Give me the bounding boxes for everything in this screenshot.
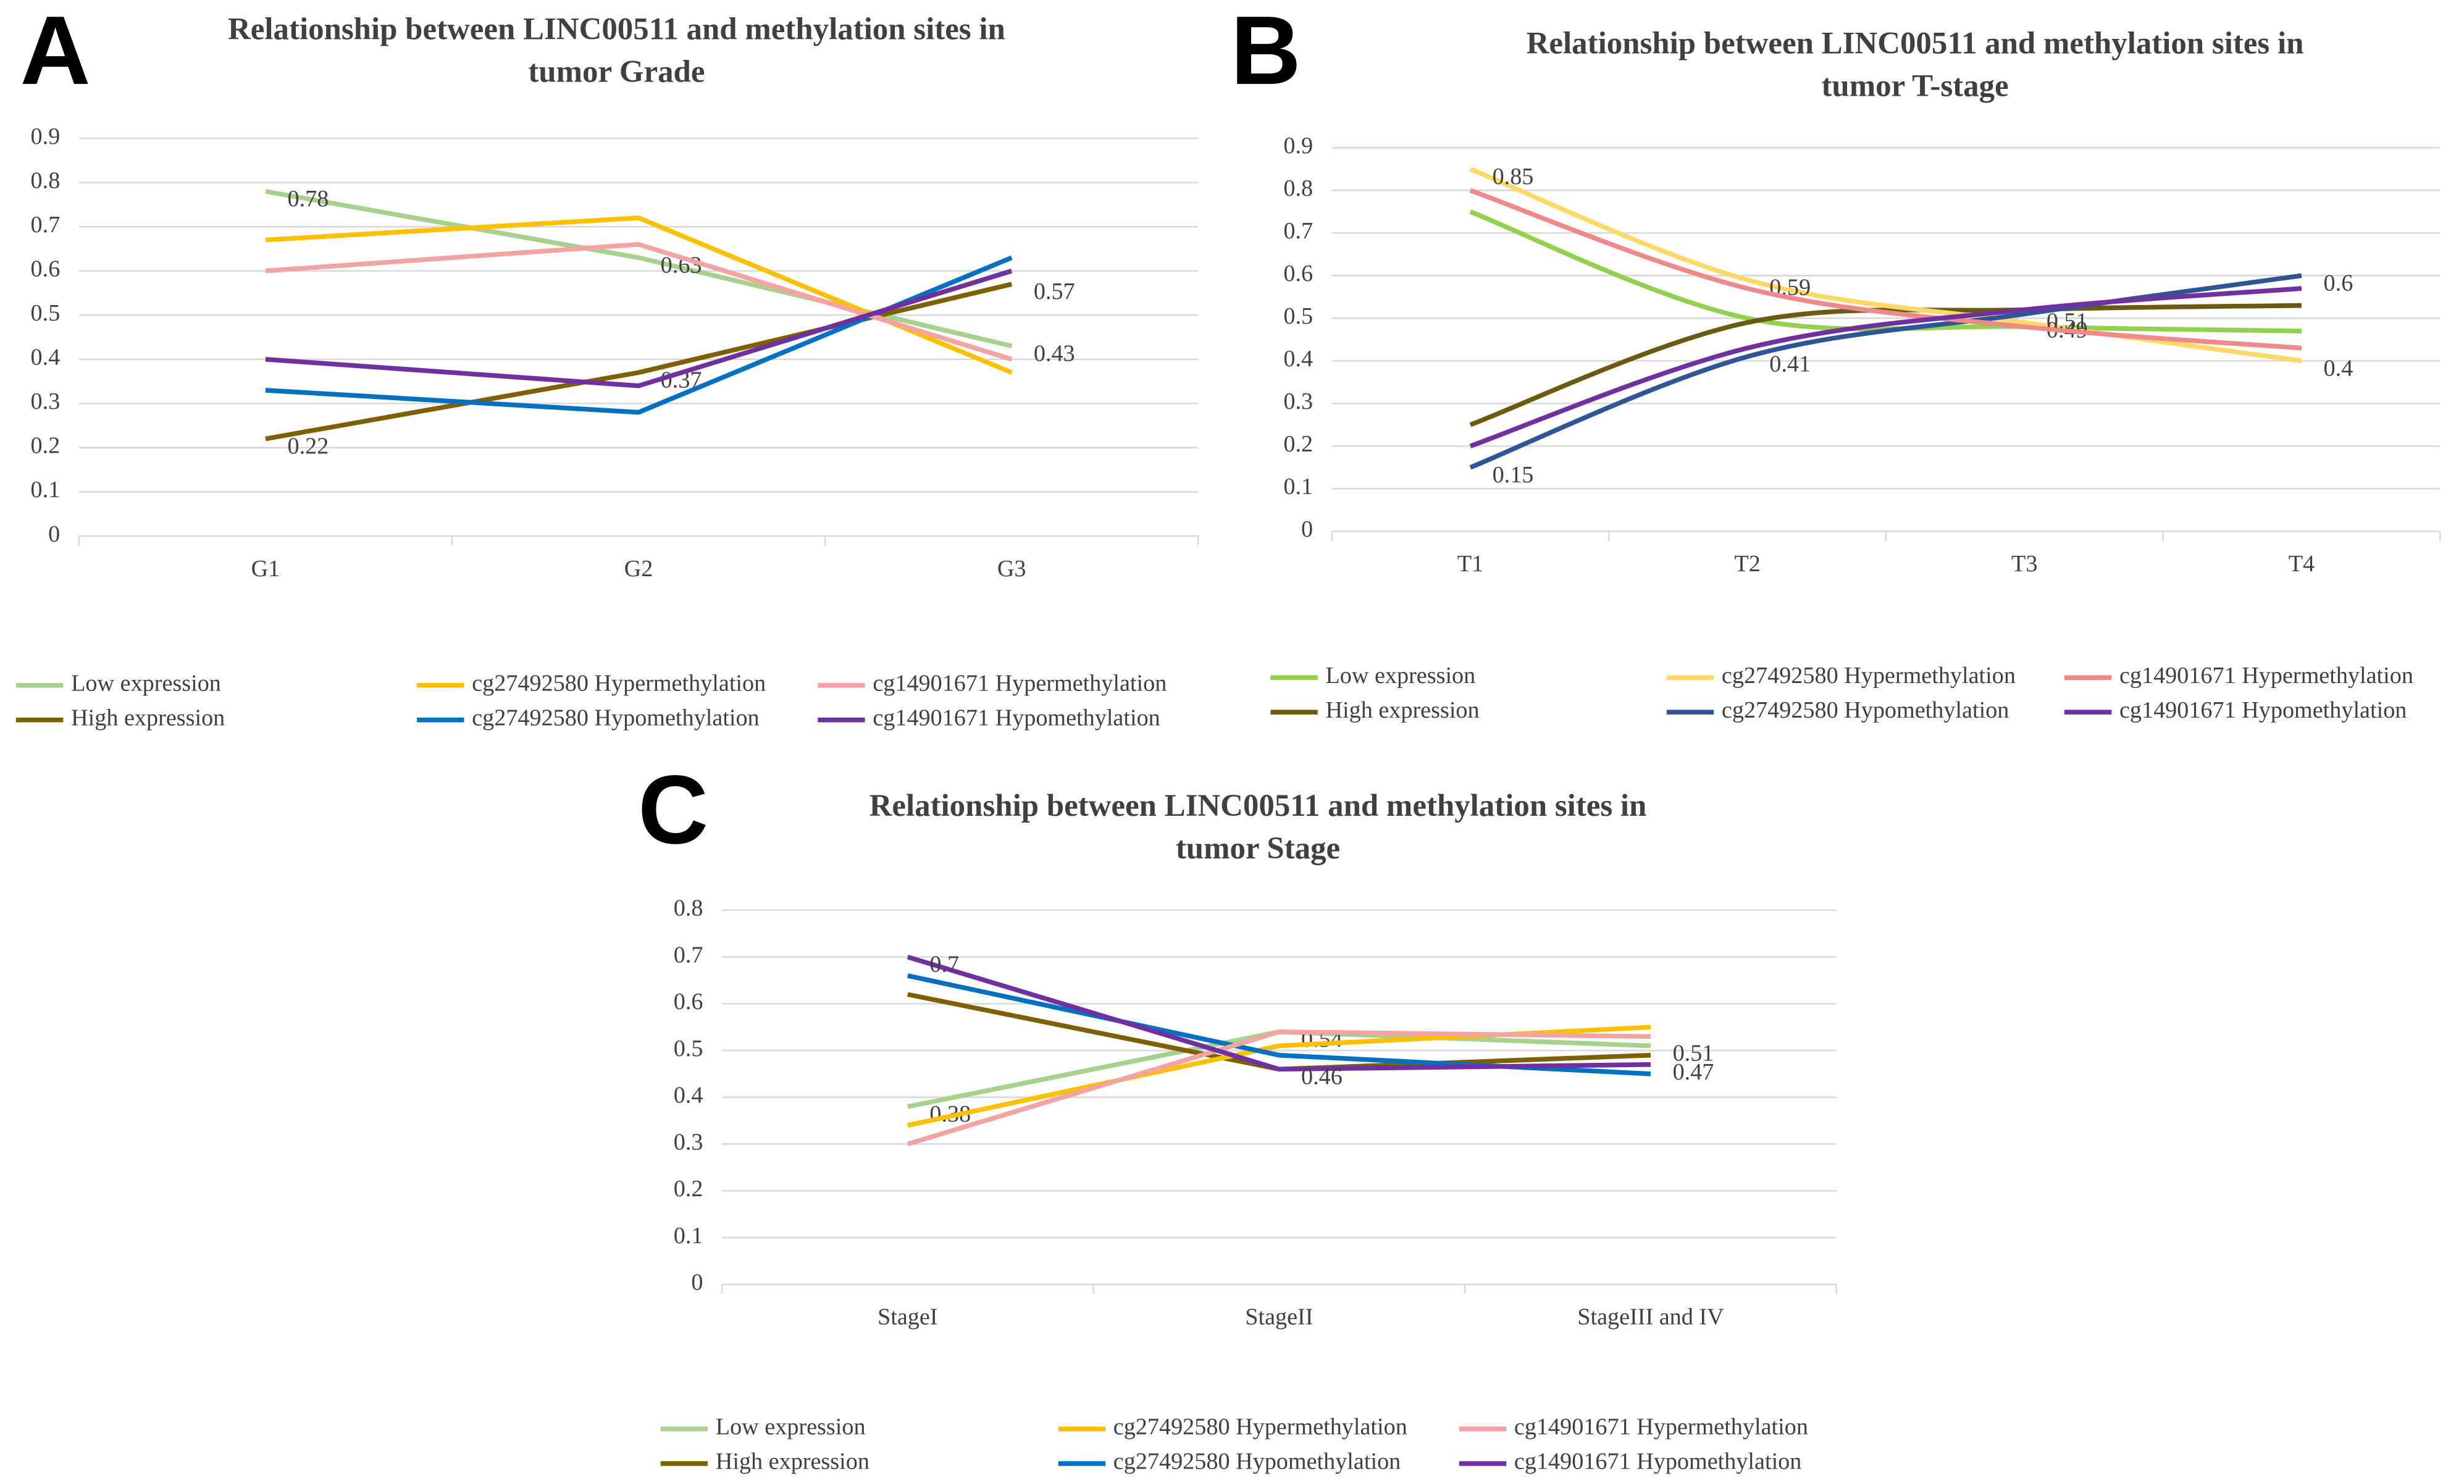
y-tick-label: 0.4 <box>31 345 61 371</box>
data-label: 0.43 <box>1034 340 1075 366</box>
chart-title: Relationship between LINC00511 and methy… <box>228 12 1005 90</box>
data-label: 0.47 <box>1673 1059 1714 1085</box>
y-tick-label: 0.8 <box>31 167 61 193</box>
legend-label: High expression <box>71 705 225 731</box>
data-label: 0.15 <box>1493 462 1534 488</box>
data-label: 0.4 <box>2324 355 2353 381</box>
series-line <box>265 241 1013 362</box>
series-line <box>907 1029 1651 1147</box>
y-tick-label: 0.1 <box>1283 474 1313 500</box>
y-tick-label: 0.4 <box>674 1083 703 1109</box>
data-label: 0.51 <box>1673 1041 1714 1067</box>
legend-label: cg14901671 Hypermethylation <box>873 671 1167 697</box>
panel-letter: B <box>1231 0 1301 105</box>
y-tick-label: 0.7 <box>1283 218 1313 244</box>
x-tick-label: T2 <box>1734 551 1760 577</box>
x-tick-label: G1 <box>251 556 280 582</box>
legend-label: Low expression <box>1325 663 1475 689</box>
legend-label: cg14901671 Hypermethylation <box>2119 663 2413 689</box>
x-tick-label: StageI <box>878 1304 938 1330</box>
legend-label: cg27492580 Hypomethylation <box>1113 1449 1401 1475</box>
x-tick-label: T4 <box>2289 551 2315 577</box>
x-tick-label: G3 <box>997 556 1026 582</box>
y-tick-label: 0.5 <box>31 300 61 326</box>
title-box: Relationship between LINC00511 and methy… <box>228 12 1005 90</box>
legend-label: Low expression <box>716 1414 866 1440</box>
y-tick-label: 0.5 <box>1283 303 1313 329</box>
title-box: Relationship between LINC00511 and methy… <box>869 789 1647 866</box>
legend-label: cg27492580 Hypomethylation <box>1722 697 2009 723</box>
legend-label: High expression <box>1325 697 1479 723</box>
chart-title: Relationship between LINC00511 and methy… <box>1526 27 2304 104</box>
panel-letter: A <box>20 0 91 105</box>
legend-label: cg27492580 Hypomethylation <box>472 705 759 731</box>
legend-label: cg14901671 Hypomethylation <box>873 705 1160 731</box>
x-tick-label: G2 <box>624 556 653 582</box>
y-tick-label: 0.3 <box>674 1129 703 1155</box>
series-line <box>265 269 1013 388</box>
y-tick-label: 0.5 <box>674 1036 703 1062</box>
legend-label: cg27492580 Hypermethylation <box>472 671 766 697</box>
y-tick-label: 0.1 <box>674 1223 703 1249</box>
legend-label: cg14901671 Hypomethylation <box>2119 697 2407 723</box>
series-line <box>265 189 1013 349</box>
legend-label: cg27492580 Hypermethylation <box>1722 663 2016 689</box>
data-label: 0.57 <box>1034 279 1075 304</box>
data-label: 0.7 <box>929 952 959 978</box>
x-tick-label: StageII <box>1245 1304 1313 1330</box>
y-tick-label: 0.6 <box>674 989 703 1015</box>
y-tick-label: 0.3 <box>31 388 61 414</box>
y-tick-label: 0.6 <box>1283 261 1313 287</box>
x-tick-label: T3 <box>2011 551 2037 577</box>
chart-title: Relationship between LINC00511 and methy… <box>869 789 1647 866</box>
series-line <box>1469 167 2302 364</box>
legend-label: cg14901671 Hypermethylation <box>1514 1414 1808 1440</box>
y-tick-label: 0.7 <box>674 942 703 968</box>
y-tick-label: 0.9 <box>1283 133 1313 159</box>
data-label: 0.6 <box>2324 270 2353 296</box>
data-label: 0.78 <box>288 186 329 212</box>
title-box: Relationship between LINC00511 and methy… <box>1526 27 2304 104</box>
y-tick-label: 0 <box>1301 516 1313 542</box>
data-label: 0.22 <box>288 434 329 459</box>
y-tick-label: 0.1 <box>31 477 61 503</box>
panel-letter: C <box>638 755 708 864</box>
y-tick-label: 0.2 <box>1283 431 1313 457</box>
series-line <box>265 282 1013 442</box>
data-label: 0.46 <box>1301 1063 1343 1089</box>
series-line <box>907 954 1651 1072</box>
y-tick-label: 0.6 <box>31 256 61 282</box>
y-tick-label: 0 <box>48 521 60 547</box>
y-tick-label: 0.8 <box>674 895 703 921</box>
y-tick-label: 0.9 <box>31 124 61 149</box>
y-tick-label: 0.2 <box>674 1176 703 1202</box>
data-label: 0.41 <box>1769 351 1811 377</box>
legend-label: Low expression <box>71 671 221 697</box>
series-line <box>1469 273 2302 470</box>
series-line <box>1469 286 2302 448</box>
y-tick-label: 0 <box>691 1269 703 1295</box>
y-tick-label: 0.4 <box>1283 346 1313 372</box>
x-tick-label: T1 <box>1457 551 1483 577</box>
data-label: 0.85 <box>1493 164 1534 190</box>
series-line <box>1469 188 2302 351</box>
y-tick-label: 0.2 <box>31 433 61 459</box>
y-tick-label: 0.8 <box>1283 175 1313 201</box>
y-tick-label: 0.3 <box>1283 388 1313 414</box>
legend-label: High expression <box>716 1449 870 1475</box>
legend-label: cg14901671 Hypomethylation <box>1514 1449 1801 1475</box>
legend-label: cg27492580 Hypermethylation <box>1113 1414 1407 1440</box>
x-tick-label: StageIII and IV <box>1577 1304 1724 1330</box>
y-tick-label: 0.7 <box>31 212 61 238</box>
